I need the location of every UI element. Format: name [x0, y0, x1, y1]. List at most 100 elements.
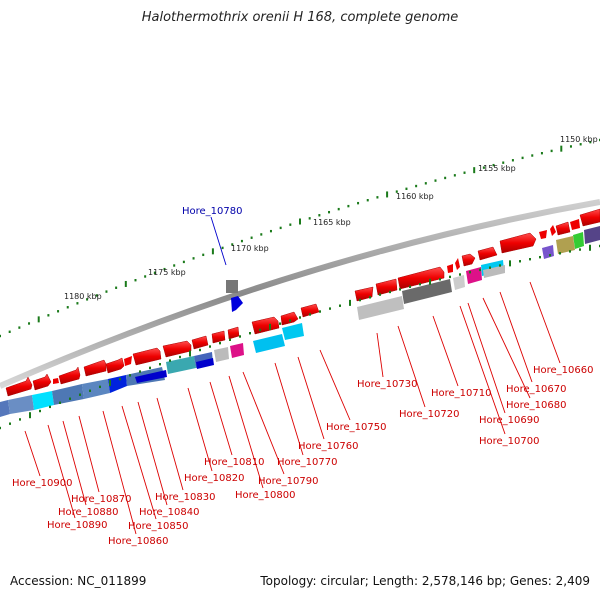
scale-tick — [521, 156, 524, 160]
feature-block[interactable] — [196, 358, 214, 369]
feature-block[interactable] — [0, 400, 10, 417]
gene-arrow[interactable] — [455, 258, 460, 270]
gene-arrow[interactable] — [53, 378, 59, 384]
strand-tick — [479, 268, 481, 272]
strand-tick — [79, 393, 81, 396]
feature-track — [0, 226, 600, 417]
feature-block[interactable] — [214, 347, 229, 362]
strand-tick — [0, 426, 1, 430]
feature-block[interactable] — [32, 391, 54, 410]
strand-tick — [569, 250, 571, 253]
gene-arrow[interactable] — [579, 208, 600, 227]
gene-label[interactable]: Hore_10670 — [506, 384, 567, 395]
gene-label[interactable]: Hore_10750 — [326, 422, 387, 433]
feature-block[interactable] — [483, 265, 505, 278]
strand-tick — [29, 412, 31, 419]
feature-block[interactable] — [135, 370, 167, 383]
gene-label[interactable]: Hore_10720 — [399, 409, 460, 420]
gene-label[interactable]: Hore_10760 — [298, 441, 359, 452]
strand-tick — [309, 313, 311, 316]
gene-label[interactable]: Hore_10690 — [479, 415, 540, 426]
gene-arrow[interactable] — [83, 359, 107, 377]
gene-arrow[interactable] — [280, 311, 299, 326]
feature-block[interactable] — [82, 379, 110, 399]
scale-tick — [202, 253, 205, 257]
strand-tick — [199, 348, 201, 352]
gene-arrow[interactable] — [124, 356, 132, 366]
feature-block[interactable] — [573, 232, 584, 249]
gene-label[interactable]: Hore_10860 — [108, 536, 169, 547]
feature-block[interactable] — [453, 275, 465, 290]
feature-block[interactable] — [8, 395, 34, 414]
scale-tick — [95, 294, 98, 297]
strand-tick — [549, 254, 551, 257]
scale-tick — [482, 166, 485, 169]
gene-arrow[interactable] — [251, 316, 280, 335]
feature-block[interactable] — [542, 245, 554, 259]
gene-arrow[interactable] — [555, 221, 571, 236]
feature-block[interactable] — [52, 384, 84, 405]
gene-arrow[interactable] — [162, 340, 192, 358]
gene-label[interactable]: Hore_10830 — [155, 492, 216, 503]
scale-tick — [8, 330, 11, 333]
highlighted-gene-label[interactable]: Hore_10780 — [182, 206, 243, 217]
gene-label[interactable]: Hore_10800 — [235, 490, 296, 501]
feature-block[interactable] — [584, 226, 600, 244]
gene-label[interactable]: Hore_10810 — [204, 457, 265, 468]
gene-label[interactable]: Hore_10790 — [258, 476, 319, 487]
gene-arrow[interactable] — [539, 230, 547, 239]
gene-arrow[interactable] — [105, 357, 125, 374]
gene-leader-line — [121, 405, 157, 520]
gene-label[interactable]: Hore_10880 — [58, 507, 119, 518]
gene-arrow[interactable] — [570, 219, 580, 230]
gene-label[interactable]: Hore_10660 — [533, 365, 594, 376]
gene-label[interactable]: Hore_10870 — [71, 494, 132, 505]
gene-label[interactable]: Hore_10680 — [506, 400, 567, 411]
scale-tick — [47, 314, 50, 317]
gene-leader-line — [228, 375, 264, 489]
gene-arrow[interactable] — [227, 326, 240, 340]
gene-arrow[interactable] — [397, 266, 445, 290]
gene-arrow[interactable] — [447, 264, 453, 273]
feature-block[interactable] — [230, 343, 244, 358]
feature-block[interactable] — [556, 236, 575, 254]
gene-arrow[interactable] — [132, 347, 162, 366]
feature-block[interactable] — [357, 296, 404, 320]
gene-label[interactable]: Hore_10770 — [277, 457, 338, 468]
gene-label[interactable]: Hore_10700 — [479, 436, 540, 447]
gene-leader-lines — [24, 281, 561, 535]
gene-arrow[interactable] — [461, 253, 476, 267]
gene-arrow[interactable] — [191, 335, 209, 350]
feature-block[interactable] — [166, 356, 196, 374]
gene-leader-line — [209, 381, 233, 456]
gene-arrow[interactable] — [211, 330, 226, 344]
strand-tick — [519, 260, 521, 263]
gene-label[interactable]: Hore_10840 — [139, 507, 200, 518]
gene-box-grey[interactable] — [226, 280, 238, 293]
gene-label[interactable]: Hore_10730 — [357, 379, 418, 390]
strand-tick — [469, 270, 471, 274]
gene-label[interactable]: Hore_10900 — [12, 478, 73, 489]
gene-arrow[interactable] — [477, 246, 498, 261]
feature-block[interactable] — [402, 279, 452, 304]
gene-label[interactable]: Hore_10850 — [128, 521, 189, 532]
gene-arrow[interactable] — [5, 376, 33, 397]
gene-arrow[interactable] — [354, 286, 374, 302]
strand-tick — [429, 278, 431, 285]
scale-tick — [260, 233, 263, 236]
feature-block[interactable] — [108, 375, 127, 393]
feature-block[interactable] — [282, 323, 304, 340]
gene-label[interactable]: Hore_10820 — [184, 473, 245, 484]
scale-tick — [395, 190, 398, 193]
gene-arrow[interactable] — [32, 373, 52, 391]
gene-label[interactable]: Hore_10710 — [431, 388, 492, 399]
gene-label[interactable]: Hore_10890 — [47, 520, 108, 531]
gene-arrow[interactable] — [375, 278, 398, 296]
gene-arrow[interactable] — [499, 232, 537, 254]
gene-arrow[interactable] — [550, 225, 556, 236]
gene-arrow[interactable] — [58, 366, 81, 385]
highlighted-gene-arrow[interactable] — [231, 296, 243, 312]
feature-block[interactable] — [253, 334, 285, 353]
strand-tick — [9, 422, 11, 425]
strand-tick — [269, 323, 271, 330]
